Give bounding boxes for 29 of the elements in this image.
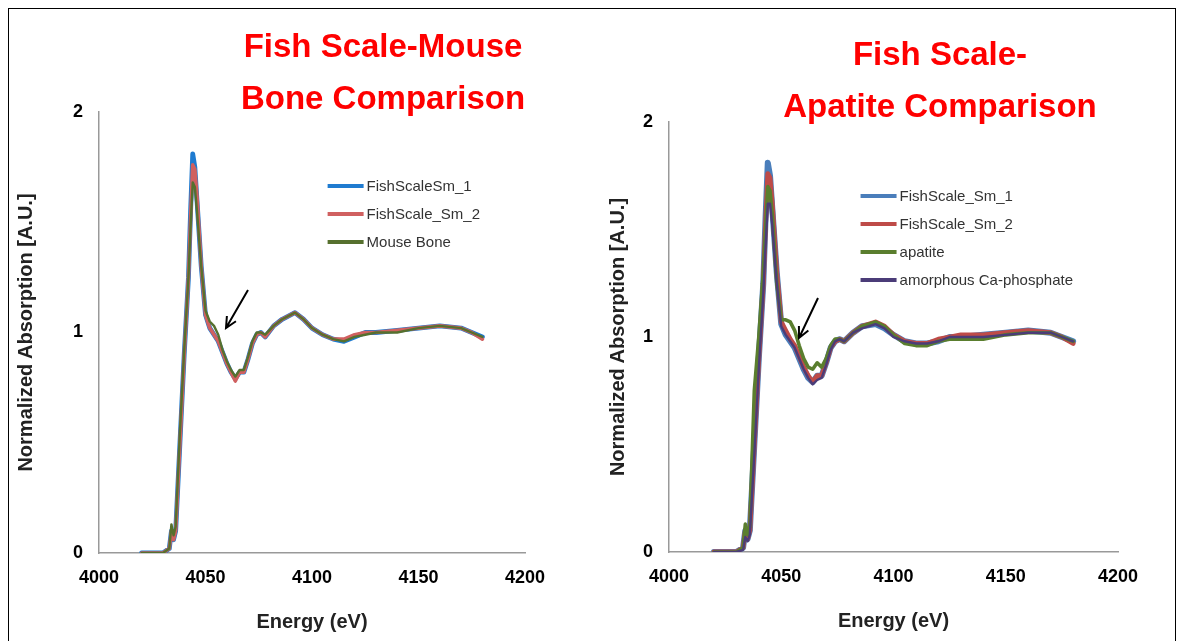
- y-axis-title: Normalized Absorption [A.U.]: [605, 197, 628, 477]
- legend-label: FishScale_Sm_2: [899, 215, 1013, 233]
- x-axis-title: Energy (eV): [256, 609, 368, 632]
- y-tick-label: 2: [72, 100, 83, 121]
- chart-title: Fish Scale- Apatite Comparison: [782, 34, 1098, 126]
- legend-label: Mouse Bone: [366, 233, 451, 251]
- x-tick-label: 4050: [185, 566, 226, 587]
- x-tick-label: 4000: [648, 565, 690, 586]
- y-tick-label: 2: [642, 110, 653, 131]
- x-tick-label: 4200: [1097, 565, 1139, 586]
- y-axis-title: Normalized Absorption [A.U.]: [13, 193, 36, 472]
- x-axis-title: Energy (eV): [837, 608, 950, 631]
- x-tick-label: 4100: [873, 565, 914, 586]
- y-tick-label: 0: [642, 540, 653, 561]
- legend-label: apatite: [899, 243, 945, 261]
- chart-title: Fish Scale-Mouse Bone Comparison: [239, 26, 527, 118]
- legend-label: FishScale_Sm_1: [899, 187, 1013, 205]
- x-tick-label: 4050: [761, 565, 802, 586]
- y-tick-label: 0: [72, 541, 83, 562]
- legend-label: FishScale_Sm_2: [366, 205, 480, 223]
- x-tick-label: 4000: [78, 566, 120, 587]
- x-tick-label: 4150: [398, 566, 439, 587]
- legend-label: FishScaleSm_1: [366, 177, 472, 195]
- y-tick-label: 1: [72, 321, 83, 342]
- y-tick-label: 1: [642, 325, 653, 346]
- legend-label: amorphous Ca-phosphate: [899, 271, 1074, 289]
- x-tick-label: 4200: [504, 566, 546, 587]
- x-tick-label: 4150: [985, 565, 1026, 586]
- x-tick-label: 4100: [291, 566, 333, 587]
